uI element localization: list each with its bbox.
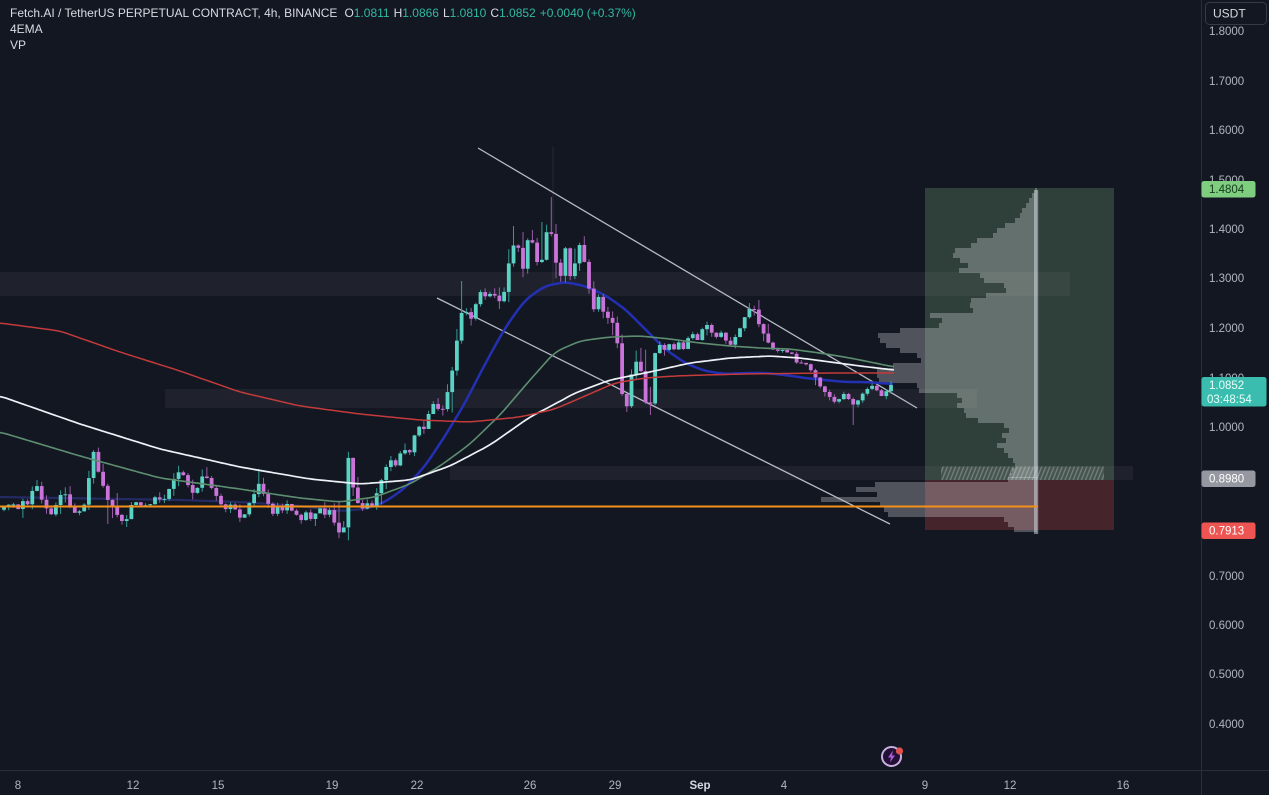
svg-text:1.2000: 1.2000 [1209, 323, 1244, 335]
svg-text:0.8980: 0.8980 [1209, 474, 1244, 486]
svg-text:0.7000: 0.7000 [1209, 571, 1244, 583]
svg-text:29: 29 [609, 780, 622, 792]
svg-text:8: 8 [15, 780, 21, 792]
svg-text:26: 26 [524, 780, 537, 792]
svg-text:1.0000: 1.0000 [1209, 422, 1244, 434]
svg-text:1.3000: 1.3000 [1209, 273, 1244, 285]
svg-text:1.4000: 1.4000 [1209, 224, 1244, 236]
svg-text:1.0852: 1.0852 [1209, 380, 1244, 392]
svg-text:Sep: Sep [689, 780, 710, 792]
svg-text:1.6000: 1.6000 [1209, 125, 1244, 137]
svg-text:16: 16 [1117, 780, 1130, 792]
svg-text:15: 15 [212, 780, 225, 792]
svg-text:Fetch.AI / TetherUS PERPETUAL: Fetch.AI / TetherUS PERPETUAL CONTRACT, … [10, 6, 636, 20]
svg-text:03:48:54: 03:48:54 [1207, 394, 1252, 406]
svg-text:4EMA: 4EMA [10, 22, 43, 36]
svg-text:USDT: USDT [1213, 7, 1246, 21]
svg-text:22: 22 [411, 780, 424, 792]
svg-text:1.8000: 1.8000 [1209, 26, 1244, 38]
svg-text:1.7000: 1.7000 [1209, 76, 1244, 88]
svg-text:19: 19 [326, 780, 339, 792]
svg-text:12: 12 [1004, 780, 1017, 792]
svg-text:VP: VP [10, 38, 26, 52]
svg-text:1.4804: 1.4804 [1209, 184, 1245, 196]
svg-text:9: 9 [922, 780, 928, 792]
svg-text:0.7913: 0.7913 [1209, 526, 1244, 538]
svg-text:0.4000: 0.4000 [1209, 719, 1244, 731]
svg-text:0.5000: 0.5000 [1209, 669, 1244, 681]
svg-text:12: 12 [127, 780, 140, 792]
svg-text:4: 4 [781, 780, 788, 792]
svg-text:0.6000: 0.6000 [1209, 620, 1244, 632]
